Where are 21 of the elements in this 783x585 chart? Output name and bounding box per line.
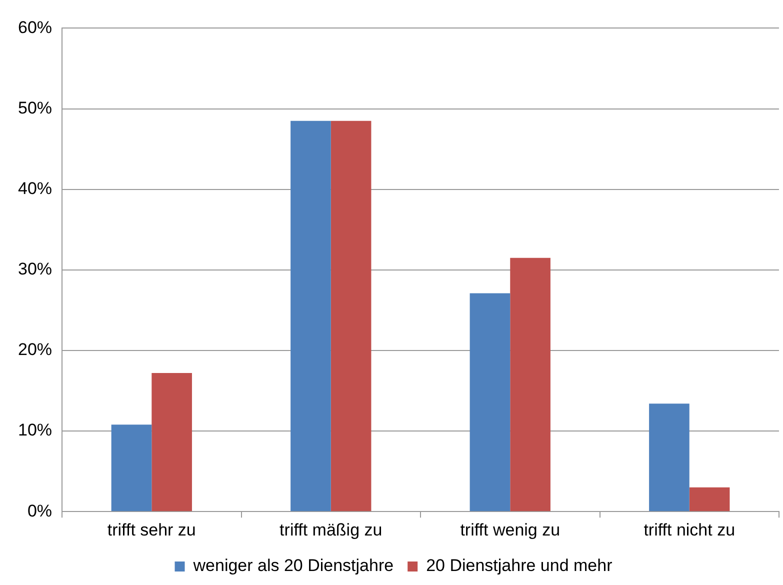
- bar: [330, 120, 372, 512]
- x-tick-label: trifft sehr zu: [107, 520, 196, 540]
- y-tick-label: 40%: [18, 179, 52, 198]
- bar: [111, 424, 152, 512]
- x-tick-label: trifft mäßig zu: [280, 520, 382, 540]
- bar: [470, 293, 510, 512]
- y-tick-label: 60%: [18, 18, 52, 37]
- legend-label: weniger als 20 Dienstjahre: [192, 556, 394, 576]
- legend-label: 20 Dienstjahre und mehr: [426, 556, 613, 576]
- bar: [510, 258, 550, 512]
- x-tick-label: trifft wenig zu: [460, 520, 560, 540]
- y-tick-label: 50%: [18, 98, 52, 118]
- y-tick-label: 10%: [18, 420, 52, 440]
- bar: [649, 404, 690, 512]
- bar: [689, 487, 730, 512]
- bar: [152, 373, 192, 512]
- x-tick-label: trifft nicht zu: [644, 520, 736, 540]
- y-tick-label: 20%: [18, 340, 52, 360]
- bar: [290, 120, 331, 512]
- y-tick-label: 0%: [27, 501, 52, 520]
- y-tick-label: 30%: [18, 260, 52, 279]
